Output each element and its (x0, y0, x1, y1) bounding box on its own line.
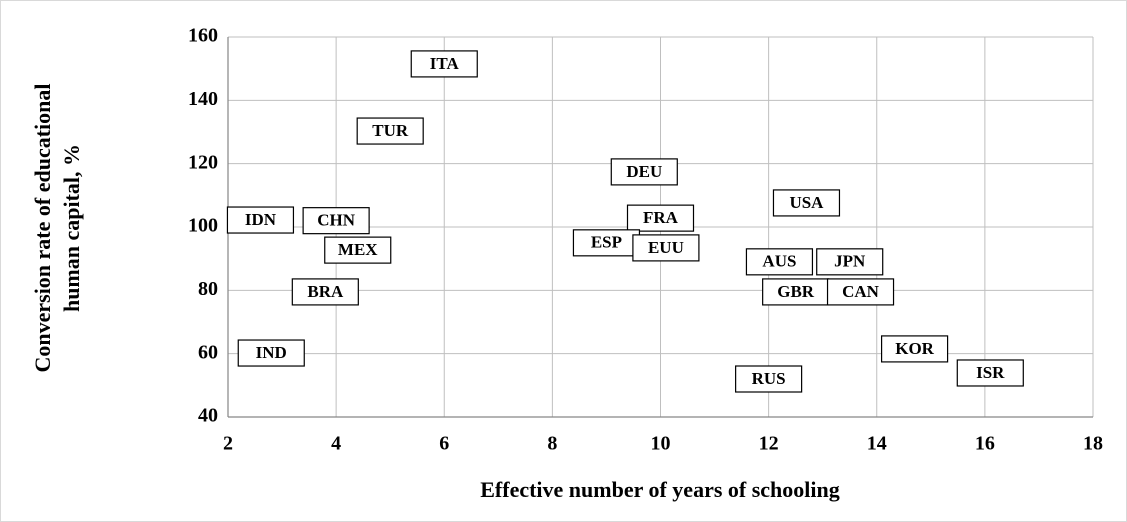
point-label: RUS (752, 369, 786, 388)
point-label: IND (256, 343, 287, 362)
point-label-box (626, 204, 695, 232)
x-tick-label: 16 (975, 433, 995, 455)
point-label-box (956, 359, 1024, 387)
point-label-box (735, 365, 803, 393)
point-label: TUR (372, 121, 409, 140)
y-tick-label: 160 (188, 25, 218, 47)
x-tick-label: 14 (867, 433, 887, 455)
point-label: CHN (317, 211, 356, 230)
x-tick-label: 18 (1083, 433, 1103, 455)
y-tick-label: 120 (188, 151, 218, 173)
point-label: CAN (842, 282, 880, 301)
point-label-box (356, 117, 424, 145)
x-axis-title: Effective number of years of schooling (480, 477, 840, 502)
point-label-box (772, 189, 841, 217)
point-label: DEU (626, 162, 662, 181)
x-tick-label: 12 (759, 433, 779, 455)
point-label: FRA (643, 208, 679, 227)
y-tick-label: 40 (198, 405, 218, 427)
point-label: ISR (976, 363, 1005, 382)
point-label: EUU (648, 238, 684, 257)
point-label-box (572, 229, 641, 257)
x-tick-label: 10 (651, 433, 671, 455)
point-label-box (610, 158, 678, 186)
point-label-box (816, 248, 884, 276)
point-label: IDN (245, 210, 277, 229)
x-tick-label: 2 (223, 433, 233, 455)
point-label: GBR (777, 282, 815, 301)
x-tick-label: 4 (331, 433, 341, 455)
x-tick-label: 8 (547, 433, 557, 455)
point-label-box (302, 207, 370, 235)
point-label: ITA (430, 54, 460, 73)
point-label: ESP (591, 233, 622, 252)
point-label: JPN (834, 252, 866, 271)
point-label-box (826, 278, 895, 306)
point-label-box (226, 206, 295, 234)
point-label: BRA (307, 282, 344, 301)
y-tick-label: 60 (198, 341, 218, 363)
point-label-box (745, 248, 814, 276)
point-label: KOR (895, 339, 934, 358)
point-label-box (410, 50, 478, 78)
point-label: AUS (762, 252, 796, 271)
point-label-box (324, 236, 392, 264)
x-tick-label: 6 (439, 433, 449, 455)
y-tick-label: 140 (188, 88, 218, 110)
point-label: USA (789, 193, 824, 212)
y-tick-label: 80 (198, 278, 218, 300)
point-label-box (880, 335, 949, 363)
point-label-box (291, 278, 359, 306)
point-label-box (237, 339, 305, 367)
point-label: MEX (338, 240, 378, 259)
y-axis-title: human capital, % (59, 144, 84, 312)
y-tick-label: 100 (188, 215, 218, 237)
point-label-box (632, 234, 700, 262)
y-axis-title: Conversion rate of educational (30, 83, 55, 372)
